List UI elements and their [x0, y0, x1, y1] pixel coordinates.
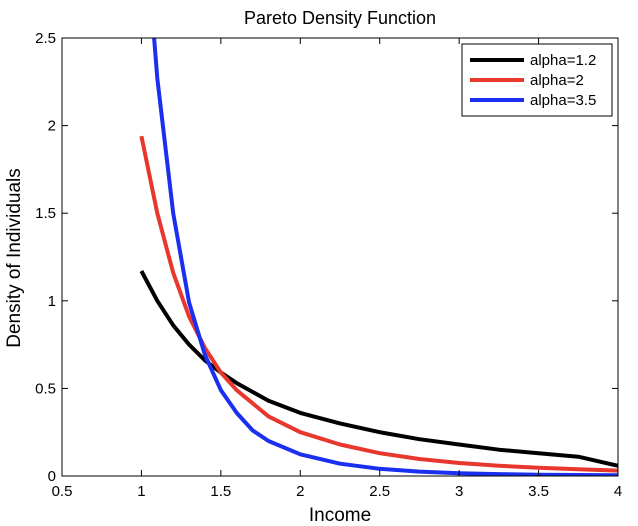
x-axis-label: Income [309, 505, 371, 526]
y-tick-label: 0.5 [35, 380, 56, 397]
series-line-2 [139, 135, 618, 473]
chart-title: Pareto Density Function [244, 8, 436, 28]
x-tick-label: 1 [137, 483, 145, 500]
y-tick-label: 2.5 [35, 30, 56, 47]
axis-ticks: 0.5 1 1.5 2 2.5 3 3.5 400.511.522.5 [35, 30, 622, 500]
legend-label-1: alpha=1.2 [530, 52, 596, 69]
y-tick-label: 1.5 [35, 205, 56, 222]
legend-label-3: alpha=3.5 [530, 92, 596, 109]
y-tick-label: 2 [48, 118, 56, 135]
plot-area [139, 38, 618, 476]
series-line-1 [139, 270, 618, 468]
x-tick-label: 3.5 [528, 483, 549, 500]
y-axis-label: Density of Individuals [4, 168, 25, 348]
legend-label-2: alpha=2 [530, 72, 584, 89]
x-tick-label: 3 [455, 483, 463, 500]
legend: alpha=1.2 alpha=2 alpha=3.5 [461, 43, 613, 117]
series-line-3 [152, 38, 618, 476]
y-tick-label: 0 [48, 468, 56, 485]
x-tick-label: 2.5 [369, 483, 390, 500]
x-tick-label: 4 [614, 483, 622, 500]
x-tick-label: 1.5 [210, 483, 231, 500]
axes-frame [61, 37, 619, 477]
x-tick-label: 2 [296, 483, 304, 500]
y-tick-label: 1 [48, 293, 56, 310]
x-tick-label: 0.5 [52, 483, 73, 500]
